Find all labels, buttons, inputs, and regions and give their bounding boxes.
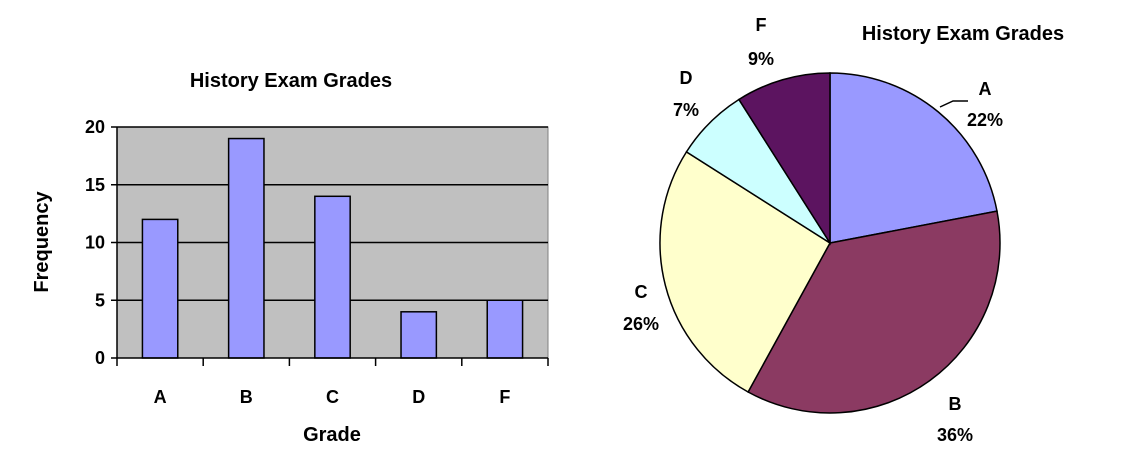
pie-label-a: A [979,79,992,99]
y-tick-label: 10 [85,233,105,253]
pie-label-c: C [635,282,648,302]
x-tick-label: A [154,387,167,407]
pie-chart-title: History Exam Grades [862,23,1064,45]
pie-percent-b: 36% [937,425,973,445]
pie-labels: A 22% B 36% C 26% D 7% F 9% [623,15,1003,445]
y-tick-label: 0 [95,348,105,368]
y-axis: 0 5 10 15 20 [85,117,118,368]
y-axis-label: Frequency [31,191,53,293]
pie-label-f: F [756,15,767,35]
y-tick-label: 5 [95,290,105,310]
pie-label-b: B [949,394,962,414]
x-tick-label: D [412,387,425,407]
x-tick-label: C [326,387,339,407]
pie-slice-b [747,210,1001,414]
leader-line-a [939,100,968,108]
pie-slice-a [829,72,998,244]
x-tick-label: B [240,387,253,407]
pie-percent-f: 9% [748,49,774,69]
y-tick-label: 20 [85,117,105,137]
y-tick-label: 15 [85,175,105,195]
bar-f [486,299,524,359]
pie-chart: History Exam Grades A 22% B 36% C 26% D 7% F 9% [623,15,1064,445]
pie-percent-a: 22% [967,110,1003,130]
bar-c [314,195,351,359]
pie-label-d: D [680,68,693,88]
bar-b [227,137,265,359]
x-tick-label: F [499,387,510,407]
pie-slices [659,72,1001,414]
pie-slice-c [659,150,831,393]
pie-slice-f [737,72,831,246]
bar-chart: History Exam Grades 0 5 10 15 20 A B C D F Grade… [31,70,549,446]
bar-chart-title: History Exam Grades [190,70,392,92]
pie-percent-d: 7% [673,100,699,120]
pie-percent-c: 26% [623,314,659,334]
x-axis-label: Grade [303,424,361,446]
bar-a [141,218,179,359]
bar-d [400,311,438,359]
